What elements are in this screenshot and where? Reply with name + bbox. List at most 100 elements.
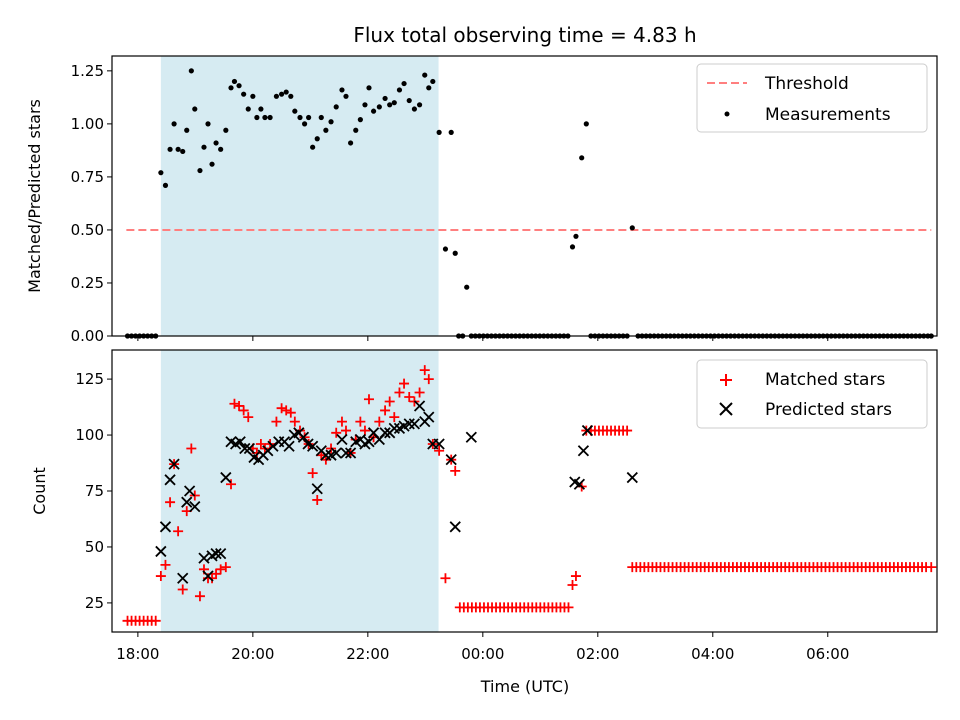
measurement-point	[297, 114, 303, 121]
measurement-point	[362, 102, 368, 108]
matched-star-point	[355, 416, 366, 427]
matched-star-point	[160, 559, 171, 570]
y-tick-label: 125	[75, 370, 104, 388]
measurement-point	[436, 129, 442, 135]
count-x-axis: 18:00 20:00 22:00 00:00 02:00 04:00 06:00	[116, 632, 849, 663]
measurement-point	[333, 104, 339, 110]
matched-star-point	[177, 584, 188, 595]
observing-span	[160, 56, 439, 336]
measurement-point	[318, 114, 324, 121]
y-tick-label: 50	[85, 538, 104, 556]
matched-star-point	[220, 562, 231, 573]
measurement-point	[401, 80, 407, 87]
matched-star-point	[215, 564, 226, 575]
y-tick-label: 1.25	[71, 62, 104, 80]
matched-star-point	[450, 465, 461, 476]
predicted-star-point	[379, 427, 391, 439]
measurement-point	[328, 119, 334, 125]
measurement-point	[391, 100, 397, 106]
measurement-point	[171, 121, 177, 127]
measurement-point	[201, 144, 207, 150]
measurement-point	[464, 284, 470, 290]
measurement-point	[218, 146, 224, 152]
measurement-point	[411, 106, 418, 112]
matched-star-point	[331, 427, 342, 438]
measurement-point	[583, 121, 589, 127]
matched-star-point	[622, 425, 633, 436]
measurement-point	[569, 244, 576, 250]
measurement-point	[629, 225, 635, 231]
measurement-point	[258, 106, 264, 112]
matched-star-point	[271, 416, 282, 427]
measurement-point	[180, 148, 186, 155]
matched-star-point	[186, 443, 197, 454]
measurement-point	[396, 87, 403, 93]
measurement-point	[579, 155, 585, 161]
measurement-point	[310, 144, 316, 150]
ratio-y-axis-label: Matched/Predicted stars	[25, 99, 44, 293]
matched-star-point	[404, 392, 415, 402]
count-panel: 25 50 75 100 125 18:00 20:00 22:00 00:00 02:00 04…	[30, 349, 938, 696]
measurement-point	[376, 104, 382, 110]
measurement-point	[236, 83, 242, 89]
measurement-point	[213, 140, 219, 146]
matched-star-point	[285, 407, 296, 418]
measurement-point	[175, 146, 181, 152]
measurement-point	[452, 250, 458, 256]
measurement-point	[343, 93, 349, 99]
measurement-point	[448, 129, 454, 135]
predicted-star-point	[189, 501, 201, 513]
measurement-point	[273, 93, 280, 99]
x-tick-label: 20:00	[231, 645, 274, 663]
chart-title: Flux total observing time = 4.83 h	[353, 23, 696, 47]
measurement-point	[426, 85, 432, 91]
matched-star-point	[307, 468, 318, 479]
predicted-star-point	[177, 572, 189, 584]
y-tick-label: 1.00	[71, 115, 104, 133]
matched-star-point	[150, 615, 161, 626]
x-tick-label: 22:00	[346, 645, 389, 663]
ratio-legend: Threshold Measurements	[696, 63, 928, 133]
measurement-point	[205, 121, 211, 127]
matched-star-point	[359, 425, 370, 436]
legend-matched-swatch	[720, 374, 732, 386]
matched-star-point	[567, 580, 578, 590]
measurement-point	[353, 127, 359, 133]
y-tick-label: 0.00	[71, 327, 104, 345]
matched-star-point	[414, 387, 425, 398]
x-tick-label: 00:00	[461, 645, 504, 663]
matched-star-point	[440, 573, 451, 584]
y-tick-label: 0.50	[71, 221, 104, 239]
matched-star-point	[155, 571, 166, 582]
measurement-point	[254, 114, 260, 121]
predicted-star-point	[340, 447, 352, 459]
matched-star-point	[336, 416, 347, 427]
measurement-point	[167, 146, 173, 152]
count-y-axis-label: Count	[30, 467, 49, 515]
matched-star-point	[380, 405, 391, 416]
predicted-star-point	[243, 442, 256, 455]
predicted-star-point	[283, 440, 295, 452]
legend-measurements-swatch	[724, 111, 730, 117]
predicted-star-point	[408, 418, 421, 430]
matched-star-point	[434, 445, 445, 456]
observing-span-band	[160, 350, 439, 632]
matched-star-point	[211, 568, 222, 579]
matched-star-point	[384, 396, 395, 407]
measurement-point	[223, 127, 229, 133]
ratio-legend-box	[696, 63, 928, 133]
x-tick-label: 02:00	[576, 645, 619, 663]
y-tick-label: 0.25	[71, 274, 104, 292]
predicted-star-point	[307, 440, 319, 452]
measurement-point	[366, 85, 372, 91]
matched-star-point	[423, 374, 434, 385]
measurement-point	[339, 87, 345, 93]
count-panel-frame	[111, 349, 938, 633]
matched-star-point	[229, 398, 240, 409]
predicted-star-point	[297, 431, 310, 443]
matched-star-point	[276, 403, 287, 414]
legend-predicted-swatch	[719, 402, 733, 416]
measurement-point	[262, 114, 268, 121]
matched-star-point	[399, 378, 410, 389]
